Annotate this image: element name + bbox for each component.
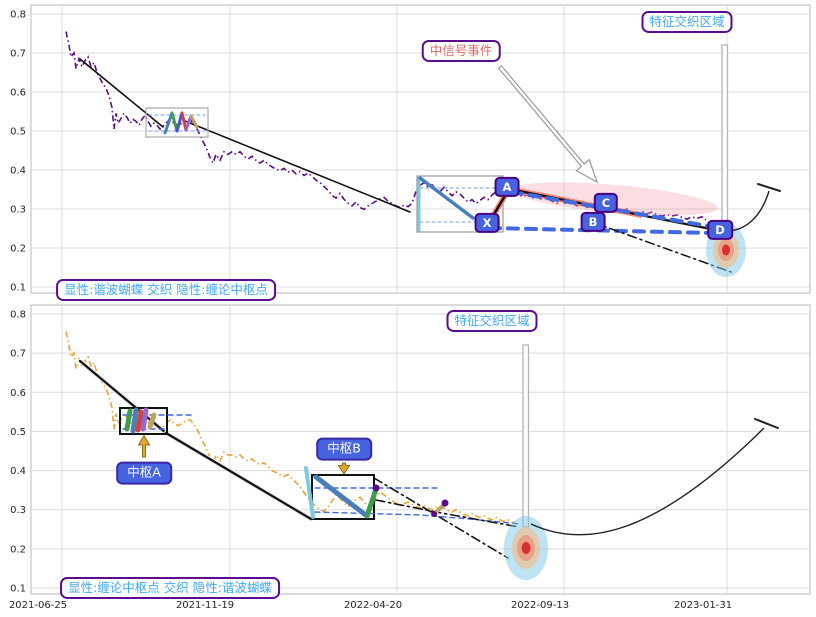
annotation-line: [130, 407, 139, 434]
plot-border: [30, 304, 811, 595]
y-tick-label: 0.1: [10, 283, 26, 294]
annotation-line: [164, 431, 313, 521]
x-tick-label: 2022-04-20: [344, 600, 402, 611]
point-label-x: X: [474, 212, 500, 234]
feature-zone-label-top: 特征交织区域: [641, 10, 733, 34]
annotation-line: [364, 486, 379, 519]
pivot-b-label: 中枢B: [316, 437, 372, 461]
annotation-line: [147, 412, 157, 430]
annotation-line: [314, 511, 522, 525]
feature-zone-label-bottom: 特征交织区域: [446, 309, 538, 333]
annotation-ellipse: [431, 511, 437, 517]
annotation-line: [591, 221, 732, 273]
annotation-line: [135, 409, 144, 433]
annotation-line: [189, 114, 199, 129]
annotation-line: [170, 111, 179, 133]
y-tick-label: 0.7: [10, 349, 26, 360]
annotation-arrow: [137, 434, 151, 458]
annotation-ellipse: [521, 542, 531, 554]
point-label-c: C: [593, 192, 619, 214]
annotation-ellipse: [722, 244, 730, 256]
bottom-panel: 0.8 0.7 0.6 0.5 0.4 0.3 0.2 0.1: [10, 304, 811, 595]
annotation-line: [373, 477, 509, 559]
point-label-b: B: [580, 211, 606, 233]
price-series: [65, 31, 707, 221]
y-tick-label: 0.8: [10, 10, 26, 21]
x-tick-label: 2021-06-25: [9, 600, 67, 611]
point-label-d: D: [707, 219, 733, 241]
y-tick-label: 0.2: [10, 244, 26, 255]
x-tick-label: 2022-09-13: [511, 600, 569, 611]
annotation-box: [145, 107, 209, 138]
y-tick-label: 0.6: [10, 388, 26, 399]
price-series: [65, 331, 521, 525]
y-tick-label: 0.1: [10, 584, 26, 595]
plot-border: [30, 4, 811, 294]
y-tick-label: 0.7: [10, 49, 26, 60]
annotation-line: [510, 190, 716, 229]
annotation-line: [79, 58, 164, 128]
annotation-ellipse: [441, 499, 449, 507]
annotation-arrow: [497, 64, 599, 184]
annotation-line: [304, 466, 315, 519]
y-tick-label: 0.3: [10, 505, 26, 516]
annotation-ellipse: [372, 484, 380, 492]
annotation-line: [418, 176, 475, 220]
annotation-box: [119, 407, 168, 435]
top-panel: 0.8 0.7 0.6 0.5 0.4 0.3 0.2 0.1: [10, 4, 811, 294]
annotation-line: [184, 120, 411, 213]
y-tick-label: 0.5: [10, 427, 26, 438]
annotation-line: [124, 408, 133, 432]
x-tick-label: 2023-01-31: [674, 600, 732, 611]
annotation-box: [522, 344, 530, 528]
y-tick-label: 0.4: [10, 166, 26, 177]
signal-event-label: 中信号事件: [421, 39, 501, 63]
y-tick-label: 0.3: [10, 205, 26, 216]
annotation-arrow: [337, 462, 351, 475]
annotation-line: [140, 407, 149, 432]
x-tick-label: 2021-11-19: [176, 600, 234, 611]
annotation-line: [163, 111, 174, 135]
y-tick-label: 0.4: [10, 466, 26, 477]
caption-bottom: 显性:缠论中枢点 交织 隐性:谐波蝴蝶: [60, 576, 280, 600]
annotation-curve: [727, 190, 770, 232]
caption-top: 显性:谐波蝴蝶 交织 隐性:缠论中枢点: [56, 278, 276, 302]
point-label-a: A: [494, 176, 520, 198]
pivot-a-label: 中枢A: [116, 461, 172, 485]
annotation-line: [184, 114, 193, 132]
y-tick-label: 0.2: [10, 544, 26, 555]
y-tick-label: 0.6: [10, 88, 26, 99]
annotation-curve: [530, 427, 765, 536]
annotation-line: [754, 418, 779, 429]
y-tick-label: 0.8: [10, 310, 26, 321]
annotation-box: [721, 44, 729, 230]
y-tick-label: 0.5: [10, 127, 26, 138]
annotation-line: [180, 111, 188, 132]
annotation-line: [757, 183, 781, 192]
annotation-line: [313, 474, 370, 519]
